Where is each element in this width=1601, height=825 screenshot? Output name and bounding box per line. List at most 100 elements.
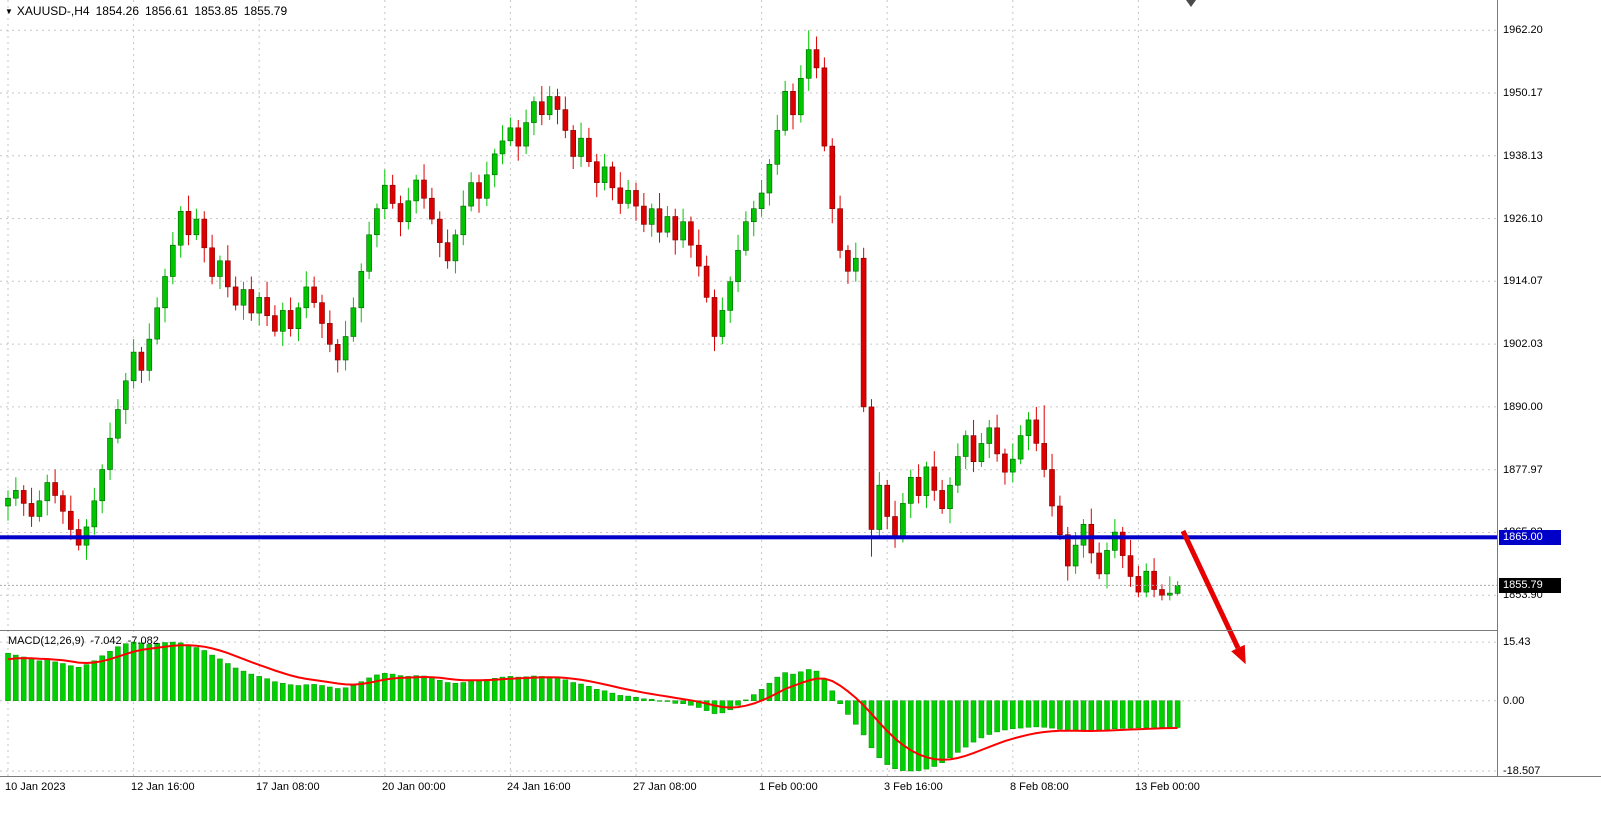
candle (876, 484, 883, 530)
main-indicator-pane-divider[interactable] (0, 630, 1497, 631)
candle (225, 260, 231, 288)
candle (452, 234, 459, 262)
macd-histogram-bar (1002, 700, 1008, 731)
trend-arrow-head[interactable] (1231, 644, 1246, 665)
macd-histogram-bar (280, 682, 286, 701)
candle (381, 184, 388, 209)
macd-histogram-bar (523, 676, 529, 701)
macd-histogram-bar (1049, 700, 1055, 729)
candle (813, 49, 820, 69)
macd-histogram-bar (1017, 700, 1024, 729)
macd-histogram-bar (256, 676, 262, 701)
macd-histogram-bar (83, 664, 90, 701)
macd-histogram-bar (138, 642, 145, 701)
time-tick-label: 1 Feb 00:00 (759, 781, 818, 793)
macd-histogram-bar (648, 698, 655, 701)
candle (554, 96, 561, 110)
macd-histogram-bar (609, 692, 616, 701)
macd-histogram-bar (711, 700, 718, 714)
candle (1025, 419, 1032, 436)
bar-high-value: 1856.61 (145, 4, 189, 18)
candle (978, 443, 985, 462)
candle (884, 484, 891, 517)
macd-histogram-bar (123, 643, 129, 701)
macd-histogram-bar (531, 675, 537, 701)
candle (272, 315, 278, 332)
macd-histogram-bar (939, 700, 945, 763)
macd-histogram-bar (601, 690, 608, 701)
macd-histogram-bar (240, 670, 247, 701)
candle (939, 490, 945, 509)
macd-histogram-bar (130, 641, 137, 701)
macd-signal-line (7, 644, 1178, 761)
macd-histogram-bar (892, 700, 898, 769)
candle (860, 257, 867, 408)
candle (20, 490, 27, 504)
macd-histogram-bar (507, 676, 514, 701)
bar-low-value: 1853.85 (194, 4, 238, 18)
candle (719, 310, 726, 337)
candle (1127, 555, 1134, 577)
macd-histogram-bar (546, 676, 553, 701)
candle (954, 456, 961, 486)
macd-histogram-bar (962, 700, 969, 748)
macd-name: MACD(12,26,9) (8, 635, 85, 647)
macd-histogram-bar (193, 647, 200, 701)
macd-histogram-bar (743, 699, 749, 701)
candle (476, 182, 482, 199)
candle (264, 297, 270, 316)
horizontal-line-1865[interactable] (0, 535, 1497, 540)
macd-histogram-bar (460, 682, 467, 701)
macd-histogram-bar (1159, 700, 1165, 728)
candle (672, 216, 679, 241)
macd-histogram-bar (421, 675, 427, 701)
candle (1143, 570, 1150, 593)
macd-histogram-bar (303, 684, 310, 701)
candle (797, 78, 804, 116)
candle (193, 218, 200, 236)
macd-histogram-bar (91, 660, 98, 701)
candle (507, 127, 514, 142)
macd-histogram-bar (5, 652, 11, 701)
collapse-arrow-icon[interactable]: ▼ (5, 7, 13, 16)
candle (162, 276, 168, 309)
macd-histogram-bar (813, 670, 820, 701)
macd-value: -7.042 (90, 635, 122, 647)
candle (170, 244, 176, 277)
time-tick-label: 10 Jan 2023 (5, 781, 66, 793)
candle (1080, 523, 1087, 546)
macd-histogram-bar (13, 654, 19, 701)
macd-histogram-bar (900, 700, 906, 771)
macd-histogram-bar (146, 644, 153, 701)
trend-arrow-shaft[interactable] (1180, 529, 1241, 650)
candle (1002, 453, 1008, 473)
candle (374, 208, 380, 236)
candle (1174, 585, 1181, 594)
macd-histogram-bar (1088, 700, 1095, 732)
macd-histogram-bar (680, 700, 686, 704)
chart-shift-marker-icon[interactable] (1186, 0, 1196, 7)
macd-histogram-bar (578, 683, 584, 701)
candle (970, 435, 977, 463)
candle (1009, 458, 1016, 473)
candle (962, 435, 969, 457)
macd-histogram-bar (319, 685, 325, 701)
bar-open-value: 1854.26 (95, 4, 139, 18)
macd-histogram-bar (978, 700, 985, 739)
candle (358, 270, 365, 309)
candle (295, 307, 302, 329)
macd-histogram-bar (594, 689, 600, 701)
macd-histogram-bar (908, 700, 914, 772)
macd-histogram-bar (570, 682, 576, 701)
candle (287, 310, 294, 329)
candle (209, 247, 215, 277)
macd-histogram-bar (703, 700, 710, 711)
trend-arrow[interactable] (1180, 529, 1246, 665)
candle (617, 187, 624, 204)
candle (421, 179, 427, 199)
candle (1096, 552, 1102, 575)
macd-histogram-bar (868, 700, 875, 749)
macd-histogram-bar (766, 682, 773, 701)
macd-histogram-bar (1143, 700, 1150, 728)
